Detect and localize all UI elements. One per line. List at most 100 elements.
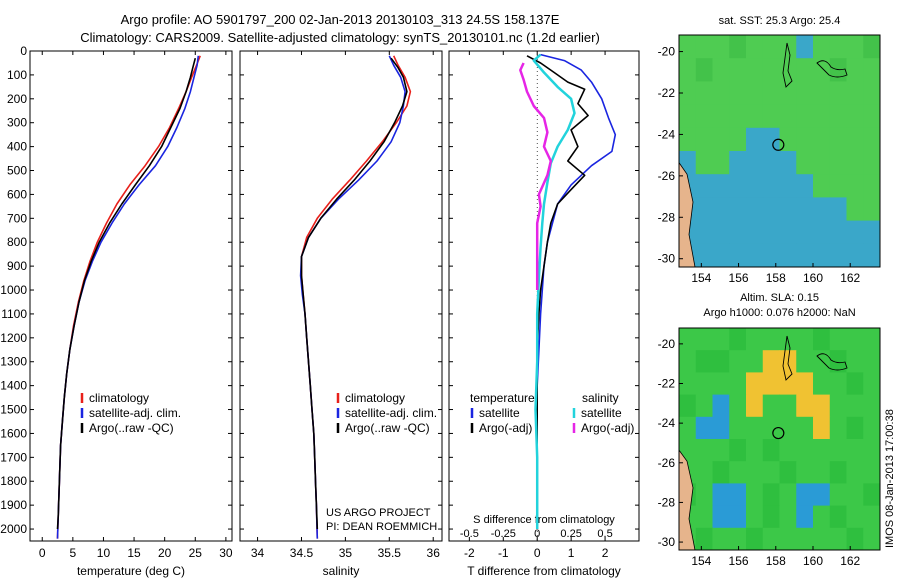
heatmap-cell [779, 81, 797, 106]
salinity-profile-panel: 34 34.5 35 35.5 36 salinity climatologysatelli… [239, 50, 443, 578]
heatmap-cell [846, 505, 864, 529]
heatmap-cell [863, 127, 881, 152]
x-tick-label: 20 [158, 546, 172, 560]
heatmap-cell [863, 461, 881, 484]
heatmap-cell [762, 243, 780, 268]
heatmap-cell [695, 505, 713, 529]
y-tick-label: -30 [658, 535, 676, 549]
heatmap-cell [829, 416, 847, 440]
heatmap-cell [762, 81, 780, 106]
heatmap-cell [729, 527, 747, 551]
heatmap-cell [813, 104, 831, 129]
reef-contour [782, 335, 793, 381]
legend-entry: climatology [345, 391, 405, 405]
heatmap-cell [746, 416, 764, 440]
heatmap-cell [813, 151, 831, 175]
x-tick-label: 1 [568, 546, 575, 560]
x-tick-label: 162 [840, 271, 860, 285]
map-subtitle: Argo h1000: 0.076 h2000: NaN [703, 307, 855, 319]
heatmap-cell [746, 243, 764, 268]
y-tick-label: 1400 [0, 379, 27, 393]
heatmap-cell [829, 505, 847, 529]
heatmap-cell [762, 527, 780, 551]
y-tick-label: 800 [7, 235, 27, 249]
x-tick-label: 25 [189, 546, 203, 560]
heatmap-cell [829, 197, 847, 222]
sst-map-panel: 154 156 158 160 162 -20 -22 -24 -26 -28 -30 sat. SS… [658, 15, 881, 285]
heatmap-cell [729, 505, 747, 529]
heatmap-cell [712, 483, 730, 507]
heatmap-cell [746, 104, 764, 129]
heatmap-cell [729, 328, 747, 351]
heatmap-cell [762, 439, 780, 462]
heatmap-cell [762, 151, 780, 175]
heatmap-cell [695, 127, 713, 152]
secondary-tick-label: -0.25 [491, 528, 516, 540]
y-tick-label: 1500 [0, 403, 27, 417]
x-tick-label: 0 [534, 546, 541, 560]
reef-contour [816, 60, 848, 78]
heatmap-cell [695, 81, 713, 106]
heatmap-cell [762, 220, 780, 245]
x-tick-label: 160 [803, 554, 823, 568]
heatmap-cell [746, 394, 764, 418]
heatmap-cell [729, 197, 747, 222]
heatmap-cell [779, 505, 797, 529]
heatmap-cell [863, 328, 881, 351]
heatmap-cell [712, 350, 730, 373]
heatmap-cell [829, 394, 847, 418]
heatmap-cell [863, 104, 881, 129]
legend-entry: satellite [479, 406, 520, 420]
heatmap-cell [863, 439, 881, 462]
heatmap-cell [863, 527, 881, 551]
heatmap-cell [762, 174, 780, 198]
heatmap-cell [846, 58, 864, 82]
credit-line1: US ARGO PROJECT [326, 507, 431, 519]
y-tick-label: -26 [658, 456, 676, 470]
heatmap-cell [729, 461, 747, 484]
x-tick-label: 10 [97, 546, 111, 560]
heatmap-cell [796, 151, 814, 175]
heatmap-cell [829, 483, 847, 507]
heatmap-cell [746, 372, 764, 396]
heatmap-cell [863, 350, 881, 373]
plot-frame [239, 50, 443, 542]
heatmap-cell [695, 328, 713, 351]
heatmap-cell [796, 483, 814, 507]
heatmap-cell [695, 350, 713, 373]
legend-heading-salinity: salinity [582, 391, 619, 405]
heatmap-cell [829, 81, 847, 106]
heatmap-cell [729, 243, 747, 268]
heatmap-cell [729, 127, 747, 152]
heatmap-cell [729, 58, 747, 82]
heatmap-cell [695, 527, 713, 551]
secondary-tick-label: 0.25 [560, 528, 581, 540]
x-tick-label: 34.5 [290, 546, 314, 560]
heatmap-cell [829, 220, 847, 245]
heatmap-cell [746, 350, 764, 373]
plot-frame [448, 50, 640, 542]
heatmap-cell [796, 372, 814, 396]
series-line-satellite [299, 55, 406, 539]
heatmap-cell [746, 197, 764, 222]
heatmap-cell [762, 197, 780, 222]
figure-title-line2: Climatology: CARS2009. Satellite-adjuste… [80, 30, 600, 45]
heatmap-cell [779, 104, 797, 129]
y-tick-label: 700 [7, 211, 27, 225]
x-tick-label: 2 [602, 546, 609, 560]
heatmap-cell [813, 81, 831, 106]
heatmap-cell [762, 416, 780, 440]
legend-entry: Argo(-adj) [479, 421, 532, 435]
plot-frame [29, 50, 233, 542]
heatmap-cell [846, 461, 864, 484]
y-tick-label: 2000 [0, 522, 27, 536]
heatmap-cell [813, 461, 831, 484]
heatmap-cell [846, 151, 864, 175]
series-line-climatology [300, 55, 412, 539]
heatmap-cell [813, 35, 831, 59]
y-tick-label: 1600 [0, 426, 27, 440]
heatmap-cell [746, 151, 764, 175]
heatmap-cell [762, 104, 780, 129]
heatmap-cell [796, 416, 814, 440]
heatmap-cell [712, 220, 730, 245]
